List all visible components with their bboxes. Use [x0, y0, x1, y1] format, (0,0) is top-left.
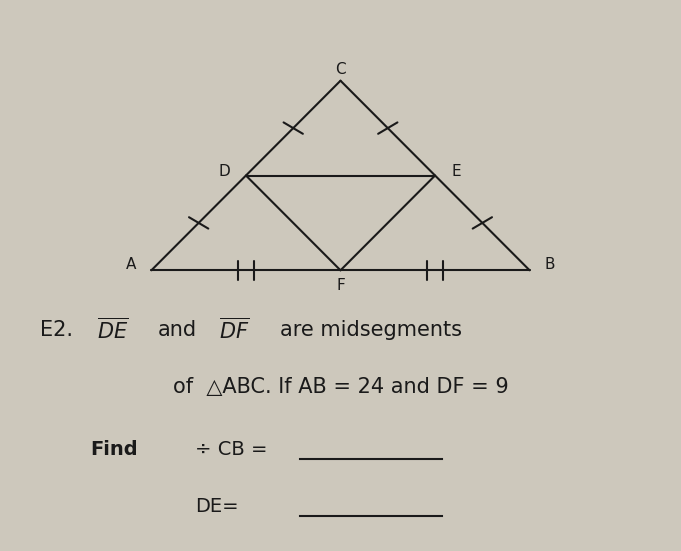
Text: and: and: [158, 320, 197, 340]
Text: are midsegments: are midsegments: [280, 320, 462, 340]
Text: DE=: DE=: [195, 497, 239, 516]
Text: ÷ CB =: ÷ CB =: [195, 440, 268, 459]
Text: B: B: [545, 257, 555, 272]
Text: $\overline{DF}$: $\overline{DF}$: [219, 317, 249, 343]
Text: F: F: [336, 278, 345, 293]
Text: C: C: [335, 62, 346, 77]
Text: of  △ABC. If AB = 24 and DF = 9: of △ABC. If AB = 24 and DF = 9: [172, 377, 509, 397]
Text: E: E: [452, 164, 462, 179]
Text: D: D: [219, 164, 230, 179]
Text: Find: Find: [91, 440, 138, 459]
Text: A: A: [126, 257, 136, 272]
Text: $\overline{DE}$: $\overline{DE}$: [97, 317, 129, 343]
Text: E2.: E2.: [40, 320, 73, 340]
